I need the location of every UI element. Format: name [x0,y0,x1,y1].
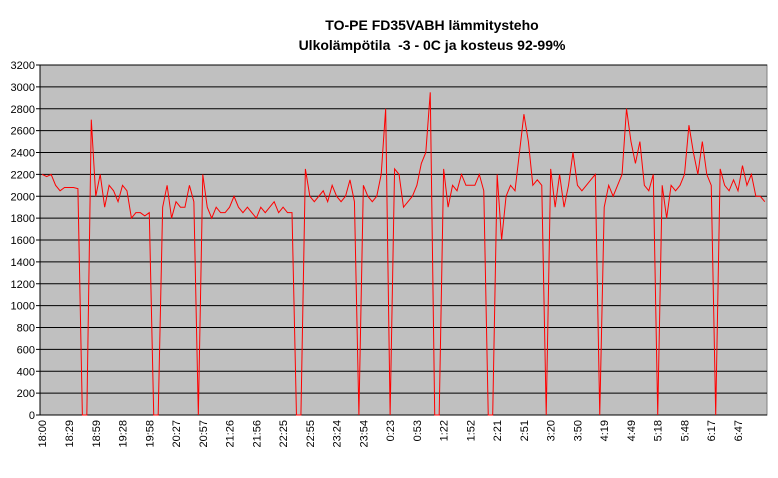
y-tick-label: 1800 [11,213,35,225]
y-tick-label: 200 [17,388,35,400]
x-tick-label: 21:56 [251,420,263,448]
x-tick-label: 1:52 [465,420,477,441]
y-tick-label: 3000 [11,82,35,94]
x-tick-label: 22:55 [305,420,317,448]
x-tick-label: 4:19 [599,420,611,441]
x-tick-label: 2:51 [519,420,531,441]
chart-subtitle: Ulkolämpötila -3 - 0C ja kosteus 92-99% [299,37,566,53]
x-tick-label: 23:24 [332,420,344,448]
x-tick-label: 19:58 [144,420,156,448]
y-tick-label: 0 [29,410,35,422]
x-tick-label: 19:28 [118,420,130,448]
x-tick-label: 6:47 [733,420,745,441]
chart-title: TO-PE FD35VABH lämmitysteho [325,17,538,33]
x-tick-label: 18:00 [37,420,49,448]
x-tick-label: 0:23 [385,420,397,441]
x-tick-label: 5:48 [679,420,691,441]
x-tick-label: 0:53 [412,420,424,441]
y-tick-label: 800 [17,323,35,335]
x-tick-label: 3:50 [572,420,584,441]
x-tick-label: 20:57 [198,420,210,448]
y-tick-label: 1000 [11,301,35,313]
x-tick-label: 23:54 [358,420,370,448]
y-tick-label: 2600 [11,126,35,138]
x-tick-label: 21:26 [225,420,237,448]
y-tick-label: 2400 [11,148,35,160]
data-line [42,92,766,416]
y-tick-label: 2200 [11,169,35,181]
x-tick-label: 18:59 [91,420,103,448]
y-tick-label: 3200 [11,60,35,72]
y-tick-label: 2800 [11,104,35,116]
x-tick-label: 22:25 [278,420,290,448]
y-tick-label: 600 [17,344,35,356]
x-tick-label: 4:49 [626,420,638,441]
x-tick-label: 2:21 [492,420,504,441]
y-tick-label: 1200 [11,279,35,291]
x-tick-label: 20:27 [171,420,183,448]
x-tick-label: 5:18 [653,420,665,441]
x-tick-label: 1:22 [439,420,451,441]
y-tick-label: 1400 [11,257,35,269]
x-tick-label: 6:17 [706,420,718,441]
y-tick-label: 400 [17,366,35,378]
x-tick-label: 18:29 [64,420,76,448]
y-tick-label: 1600 [11,235,35,247]
x-tick-label: 3:20 [546,420,558,441]
y-tick-label: 2000 [11,191,35,203]
